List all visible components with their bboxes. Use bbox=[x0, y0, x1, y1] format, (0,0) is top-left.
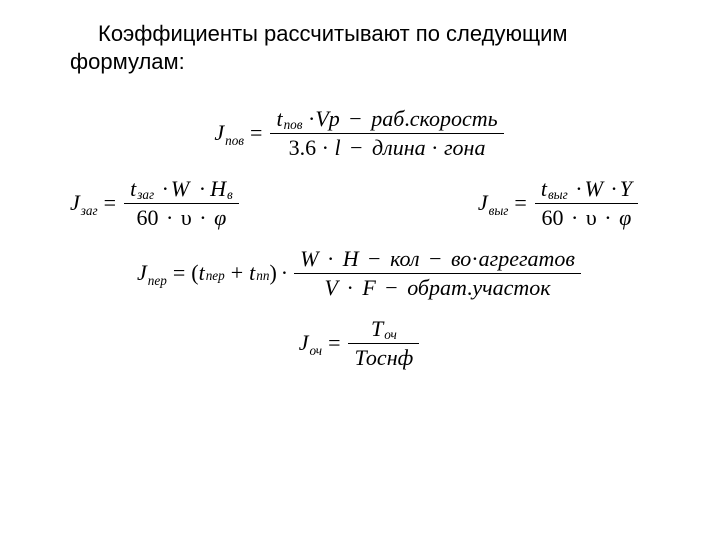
const-36: 3.6 bbox=[289, 135, 317, 160]
numerator: tвыг ·W ·Y bbox=[535, 175, 638, 204]
formula-och: J оч = Tоч Тоснф bbox=[70, 315, 650, 371]
denominator: 60 · υ · φ bbox=[535, 204, 638, 232]
fraction-per: W · H − кол − во·агрегатов V · F − обрат… bbox=[294, 245, 581, 301]
sym-t: t bbox=[130, 176, 136, 201]
minus2: − bbox=[350, 135, 362, 160]
dot4: · bbox=[604, 205, 611, 230]
minus2: − bbox=[385, 275, 397, 300]
fraction-vyg: tвыг ·W ·Y 60 · υ · φ bbox=[535, 175, 638, 231]
sub-pov: пов bbox=[225, 133, 244, 149]
dot: · bbox=[281, 260, 288, 286]
eq-sign: = bbox=[173, 260, 185, 286]
eq-sign: = bbox=[514, 190, 526, 216]
numerator: Tоч bbox=[348, 315, 419, 344]
word-obrat: обрат bbox=[407, 275, 467, 300]
word-vo: во bbox=[451, 246, 471, 271]
sym-p: р bbox=[329, 106, 340, 131]
sym-V: V bbox=[325, 275, 338, 300]
denominator: V · F − обрат.участок bbox=[294, 274, 581, 302]
word-tosnf: Тоснф bbox=[354, 345, 413, 370]
plus: + bbox=[231, 260, 243, 286]
intro-text: Коэффициенты рассчитывают по следующим ф… bbox=[70, 20, 650, 75]
minus3: − bbox=[429, 246, 441, 271]
dot3: · bbox=[571, 205, 578, 230]
dot4: · bbox=[431, 135, 438, 160]
sym-J: J bbox=[214, 120, 224, 146]
numerator: tпов ·Vр − раб.скорость bbox=[270, 105, 503, 134]
sym-T: T bbox=[371, 316, 383, 341]
word-rab: раб bbox=[371, 106, 404, 131]
eq-sign: = bbox=[250, 120, 262, 146]
fraction-zag: tзаг ·W ·Hв 60 · υ · φ bbox=[124, 175, 239, 231]
dot2: · bbox=[327, 246, 334, 271]
dot3: · bbox=[322, 135, 329, 160]
formula-pov: J пов = tпов ·Vр − раб.скорость 3.6 · l … bbox=[70, 105, 650, 161]
sub-T: оч bbox=[384, 327, 397, 342]
const-60: 60 bbox=[137, 205, 159, 230]
dot3: · bbox=[166, 205, 173, 230]
denominator: 60 · υ · φ bbox=[124, 204, 239, 232]
eq-sign: = bbox=[328, 330, 340, 356]
formula-per: J пер = tпер + tпп · W · H − кол − во·аг… bbox=[70, 245, 650, 301]
sym-V: V bbox=[315, 106, 328, 131]
sym-Y: Y bbox=[620, 176, 632, 201]
minus: − bbox=[349, 106, 361, 131]
dot2: · bbox=[610, 176, 617, 201]
sym-t2: t bbox=[249, 260, 255, 286]
word-kol: кол bbox=[390, 246, 420, 271]
fraction-pov: tпов ·Vр − раб.скорость 3.6 · l − длина … bbox=[270, 105, 503, 161]
sym-l: l bbox=[334, 135, 340, 160]
dot: · bbox=[162, 176, 169, 201]
eq-sign: = bbox=[104, 190, 116, 216]
numerator: tзаг ·W ·Hв bbox=[124, 175, 239, 204]
word-agreg: агрегатов bbox=[479, 246, 575, 271]
sym-J: J bbox=[137, 260, 147, 286]
formula-zag: J заг = tзаг ·W ·Hв 60 · υ · φ bbox=[70, 175, 241, 231]
sym-H: H bbox=[343, 246, 359, 271]
sub-H: в bbox=[227, 187, 233, 202]
sym-F: F bbox=[362, 275, 375, 300]
sub-t: выг bbox=[548, 187, 568, 202]
sub-zag: заг bbox=[81, 203, 98, 219]
sym-W: W bbox=[585, 176, 603, 201]
sub-vyg: выг bbox=[489, 203, 509, 219]
numerator: W · H − кол − во·агрегатов bbox=[294, 245, 581, 274]
sub-och: оч bbox=[310, 343, 323, 359]
sym-nu: υ bbox=[181, 205, 192, 230]
sym-t: t bbox=[541, 176, 547, 201]
sym-J: J bbox=[299, 330, 309, 356]
sub-t: заг bbox=[137, 187, 154, 202]
sym-J: J bbox=[478, 190, 488, 216]
word-gona: гона bbox=[444, 135, 486, 160]
sym-phi: φ bbox=[619, 205, 631, 230]
sym-t: t bbox=[276, 106, 282, 131]
denominator: 3.6 · l − длина · гона bbox=[270, 134, 503, 162]
dot2: · bbox=[199, 176, 206, 201]
sym-nu: υ bbox=[586, 205, 597, 230]
fraction-och: Tоч Тоснф bbox=[348, 315, 419, 371]
word-skorost: скорость bbox=[410, 106, 498, 131]
sym-H: H bbox=[210, 176, 226, 201]
paren-group: tпер + tпп bbox=[191, 260, 277, 286]
sym-W: W bbox=[300, 246, 318, 271]
sym-t1: t bbox=[199, 260, 205, 286]
sym-J: J bbox=[70, 190, 80, 216]
sub-per: пер bbox=[148, 273, 167, 289]
dot: · bbox=[575, 176, 582, 201]
sym-phi: φ bbox=[214, 205, 226, 230]
sub-t1: пер bbox=[206, 268, 225, 284]
sub-t2: пп bbox=[256, 268, 269, 284]
word-uchastok: участок bbox=[472, 275, 550, 300]
denominator: Тоснф bbox=[348, 344, 419, 372]
const-60: 60 bbox=[542, 205, 564, 230]
dot3: · bbox=[471, 246, 478, 271]
sym-W: W bbox=[171, 176, 189, 201]
dot4: · bbox=[346, 275, 353, 300]
sub-t: пов bbox=[284, 117, 303, 132]
dot4: · bbox=[199, 205, 206, 230]
minus: − bbox=[368, 246, 380, 271]
formula-vyg: J выг = tвыг ·W ·Y 60 · υ · φ bbox=[478, 175, 640, 231]
word-dlina: длина bbox=[372, 135, 426, 160]
